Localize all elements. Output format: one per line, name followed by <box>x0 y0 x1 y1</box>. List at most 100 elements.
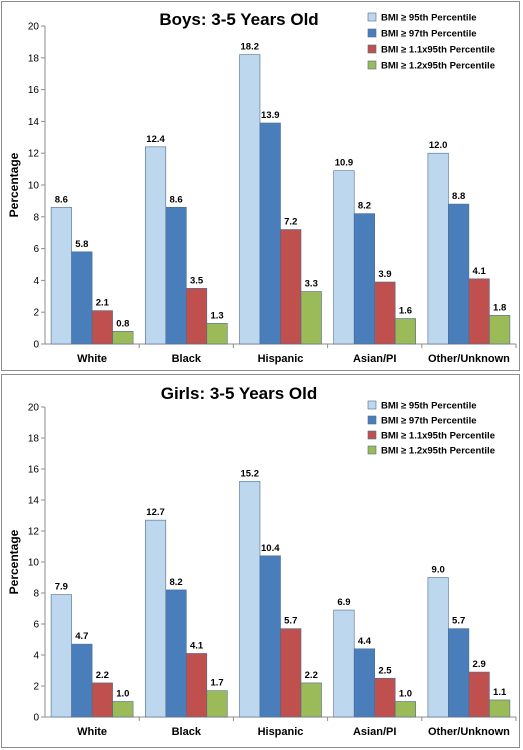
legend-swatch <box>367 60 377 70</box>
data-label: 3.5 <box>190 275 204 286</box>
bar <box>333 170 355 345</box>
category-label: Hispanic <box>258 353 304 365</box>
legend-swatch <box>367 445 377 455</box>
data-label: 4.1 <box>473 266 487 277</box>
data-label: 0.8 <box>116 318 129 329</box>
y-tick-label: 18 <box>28 434 40 445</box>
girls-chart-panel: Girls: 3-5 Years Old 0 2 4 6 8 10 12 14 16 18 20 Per… <box>1 374 520 748</box>
bar <box>145 146 167 345</box>
bar <box>333 609 355 718</box>
y-tick-label: 4 <box>33 276 39 287</box>
bar <box>280 229 302 345</box>
y-tick-label: 10 <box>28 558 40 569</box>
y-tick-label: 16 <box>28 465 40 476</box>
legend-swatch <box>367 430 377 440</box>
bar <box>259 555 281 718</box>
y-tick-label: 2 <box>33 682 39 693</box>
girls-bar-chart: Girls: 3-5 Years Old 0 2 4 6 8 10 12 14 16 18 20 Per… <box>7 384 517 738</box>
legend-label: BMI ≥ 97th Percentile <box>381 29 477 40</box>
category-label: Hispanic <box>258 726 304 738</box>
y-tick-label: 8 <box>33 589 39 600</box>
bar <box>280 628 302 718</box>
data-label: 18.2 <box>241 42 260 53</box>
legend-swatch <box>367 44 377 54</box>
data-label: 1.1 <box>493 687 507 698</box>
bar <box>353 648 376 718</box>
data-label: 5.8 <box>75 239 88 250</box>
bar <box>112 701 134 718</box>
data-label: 1.3 <box>210 310 223 321</box>
bar <box>394 701 417 718</box>
bar <box>186 288 208 345</box>
data-label: 3.3 <box>305 279 318 290</box>
bar <box>50 206 72 345</box>
data-label: 12.0 <box>429 140 448 151</box>
data-label: 2.9 <box>473 659 486 670</box>
legend-swatch <box>367 12 377 22</box>
data-label: 1.0 <box>399 689 412 700</box>
category-label: Other/Unknown <box>428 353 510 365</box>
data-label: 9.0 <box>432 565 445 576</box>
data-label: 1.6 <box>399 306 412 317</box>
y-tick-label: 10 <box>28 181 40 192</box>
data-label: 2.5 <box>378 665 392 676</box>
bar <box>374 281 396 345</box>
data-label: 2.2 <box>96 670 109 681</box>
bar <box>91 310 113 345</box>
y-tick-label: 14 <box>28 496 40 507</box>
legend-label: BMI ≥ 1.1x95th Percentile <box>381 45 495 56</box>
data-label: 4.7 <box>75 631 88 642</box>
y-tick-label: 20 <box>28 22 40 33</box>
bar <box>239 54 261 345</box>
y-tick-label: 16 <box>28 85 40 96</box>
bar <box>165 206 187 345</box>
data-label: 8.6 <box>55 194 68 205</box>
data-label: 8.2 <box>358 201 371 212</box>
data-label: 15.2 <box>241 468 260 479</box>
y-tick-label: 2 <box>33 308 39 319</box>
data-label: 1.7 <box>210 678 223 689</box>
bar <box>394 318 417 345</box>
y-tick-label: 8 <box>33 212 39 223</box>
legend-label: BMI ≥ 95th Percentile <box>381 401 477 412</box>
legend-label: BMI ≥ 1.1x95th Percentile <box>381 431 495 442</box>
y-tick-label: 12 <box>28 527 40 538</box>
legend-label: BMI ≥ 1.2x95th Percentile <box>381 61 495 72</box>
category-label: Asian/PI <box>353 726 396 738</box>
data-label: 4.1 <box>190 640 204 651</box>
data-label: 6.9 <box>337 597 350 608</box>
bar <box>145 519 167 718</box>
bar <box>468 278 490 345</box>
bar <box>91 682 113 718</box>
data-label: 10.4 <box>261 543 280 554</box>
bar <box>489 699 511 718</box>
chart-title: Boys: 3-5 Years Old <box>159 10 318 29</box>
bar <box>239 481 261 718</box>
bar <box>186 653 208 718</box>
data-label: 4.4 <box>358 636 372 647</box>
bar <box>374 677 396 718</box>
data-label: 12.7 <box>146 507 165 518</box>
bar <box>71 251 93 345</box>
legend-label: BMI ≥ 1.2x95th Percentile <box>381 446 495 457</box>
legend-swatch <box>367 415 377 425</box>
category-label: White <box>77 353 107 365</box>
bar <box>300 291 322 345</box>
category-label: Other/Unknown <box>428 726 510 738</box>
y-axis-label: Percentage <box>7 529 21 594</box>
legend-label: BMI ≥ 95th Percentile <box>381 13 477 24</box>
legend-swatch <box>367 400 377 410</box>
data-label: 8.6 <box>169 194 182 205</box>
category-label: Black <box>172 353 202 365</box>
y-tick-label: 6 <box>33 620 39 631</box>
bar <box>448 628 470 718</box>
bar <box>300 682 322 718</box>
bar <box>468 671 490 718</box>
bar <box>427 577 449 718</box>
y-tick-label: 0 <box>33 713 39 724</box>
bar <box>71 643 93 718</box>
y-tick-label: 0 <box>33 340 39 351</box>
bar <box>353 213 376 345</box>
data-label: 12.4 <box>146 134 165 145</box>
bar <box>259 122 281 345</box>
